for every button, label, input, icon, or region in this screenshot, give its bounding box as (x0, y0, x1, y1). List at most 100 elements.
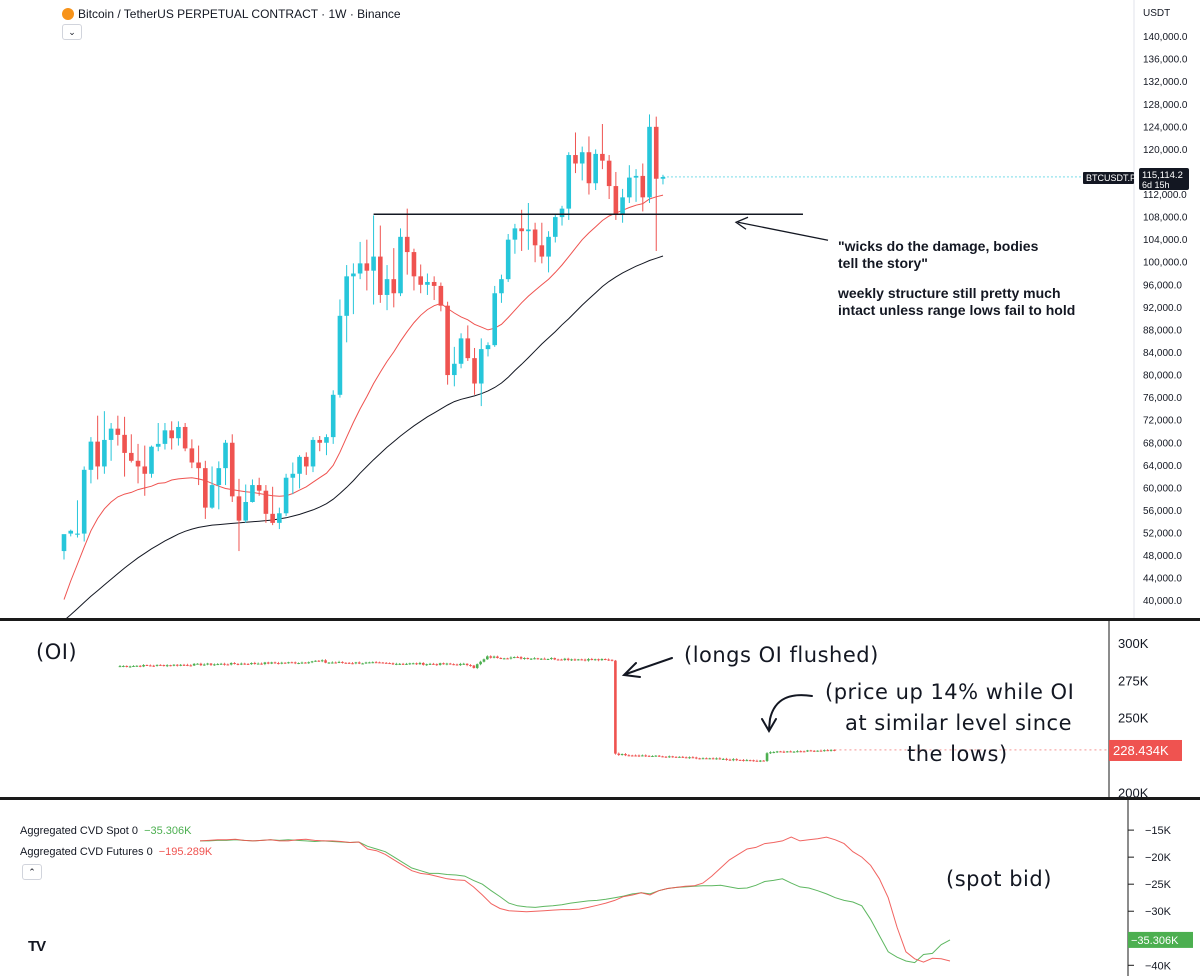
cvd-panel[interactable]: −15K−20K−25K−30K−35K−40K −35.306K Aggreg… (0, 800, 1200, 976)
open-interest-svg[interactable]: 300K 275K 250K 200K 228.434K (0, 621, 1200, 797)
price-tick-label: 80,000.0 (1143, 371, 1182, 382)
oi-candle-body (159, 664, 162, 666)
price-candle-body (229, 442, 235, 497)
price-tick-label: 128,000.0 (1143, 100, 1188, 111)
price-tick-label: 92,000.0 (1143, 303, 1182, 314)
oi-candle-body (506, 658, 509, 660)
oi-candle-body (590, 659, 594, 661)
price-candle-body (579, 152, 585, 164)
cvd-futures-legend[interactable]: Aggregated CVD Futures 0 −195.289K (20, 846, 212, 858)
price-candles[interactable] (61, 114, 666, 560)
oi-candle-body (600, 658, 604, 661)
oi-candle-body (361, 663, 364, 665)
price-candle-body (600, 153, 605, 161)
oi-candle-body (742, 759, 745, 761)
oi-candle-body (546, 658, 550, 660)
oi-axis[interactable]: 300K 275K 250K 200K (1108, 621, 1149, 797)
oi-candle-body (765, 753, 769, 761)
oi-candle-body (125, 665, 129, 667)
price-tick-label: 84,000.0 (1143, 348, 1182, 359)
cvd-last-tag: −35.306K (1131, 935, 1179, 947)
oi-candle-body (698, 758, 701, 760)
oi-candle-body (644, 755, 648, 757)
oi-flushed-note: (longs OI flushed) (684, 643, 879, 667)
oi-candle-body (341, 661, 344, 663)
collapse-cvd-legend-button[interactable]: ⌃ (22, 864, 42, 880)
collapse-legend-button[interactable]: ⌄ (62, 24, 82, 40)
cvd-axis[interactable]: −15K−20K−25K−30K−35K−40K (1127, 800, 1172, 976)
price-candle-body (297, 456, 302, 474)
cvd-spot-line (200, 839, 951, 964)
price-candle-body (196, 462, 201, 469)
price-candle-body (505, 239, 511, 280)
price-candle-body (613, 186, 619, 215)
currency-label[interactable]: USDT (1143, 8, 1171, 19)
oi-candle-body (432, 663, 435, 665)
oi-candle-body (630, 755, 634, 757)
oi-candle-body (128, 666, 132, 668)
oi-candle-body (149, 665, 152, 667)
oi-candle-body (502, 658, 506, 660)
oi-last-tag: 228.434K (1113, 743, 1169, 758)
oi-candle-body (833, 749, 836, 751)
oi-candle-body (438, 663, 442, 665)
price-candle-body (283, 477, 289, 514)
price-tick-label: 76,000.0 (1143, 393, 1182, 404)
oi-candle-body (172, 664, 176, 666)
oi-candle-body (428, 663, 432, 665)
price-candle-body (640, 175, 646, 198)
price-axis[interactable]: 40,000.0 44,000.0 48,000.0 52,000.0 56,000.0… (1133, 0, 1188, 618)
oi-candle-body (806, 750, 809, 752)
price-tick-label: 88,000.0 (1143, 325, 1182, 336)
cvd-lines[interactable]: −35.306K (199, 836, 1193, 964)
price-candle-body (149, 446, 154, 474)
panel-divider[interactable] (0, 797, 1200, 800)
price-candle-body (203, 468, 208, 508)
panel-divider[interactable] (0, 618, 1200, 621)
tradingview-logo-icon[interactable]: TV (28, 938, 46, 955)
oi-candle-body (371, 662, 375, 664)
oi-candle-body (408, 663, 412, 665)
price-chart-panel[interactable]: 40,000.0 44,000.0 48,000.0 52,000.0 56,000.0… (0, 0, 1200, 618)
structure-note: weekly structure still pretty much intac… (838, 285, 1075, 319)
oi-candle-body (529, 658, 533, 660)
oi-candle-body (539, 658, 543, 660)
cvd-svg[interactable]: −15K−20K−25K−30K−35K−40K −35.306K (0, 800, 1200, 976)
price-tick-label: 60,000.0 (1143, 483, 1182, 494)
oi-candle-body (499, 658, 503, 660)
price-candle-body (102, 439, 107, 467)
oi-candle-body (398, 663, 402, 665)
oi-candle-body (189, 665, 193, 667)
price-candle-body (95, 441, 100, 467)
oi-candle-body (674, 756, 678, 758)
oi-candle-body (415, 663, 418, 665)
oi-candle-body (745, 760, 749, 762)
oi-candle-body (725, 758, 728, 760)
price-candle-body (256, 485, 262, 491)
oi-candle-body (455, 664, 459, 666)
symbol-title[interactable]: Bitcoin / TetherUS PERPETUAL CONTRACT · … (62, 7, 401, 21)
quote-line-2: tell the story" (838, 255, 928, 271)
oi-candle-body (290, 662, 294, 664)
oi-candles[interactable] (118, 655, 836, 763)
oi-candle-body (694, 757, 698, 759)
price-chart-svg[interactable]: 40,000.0 44,000.0 48,000.0 52,000.0 56,000.0… (0, 0, 1200, 618)
cvd-spot-value: −35.306K (144, 825, 192, 837)
price-candle-body (182, 426, 188, 449)
cvd-spot-legend[interactable]: Aggregated CVD Spot 0 −35.306K (20, 825, 192, 837)
oi-candle-body (445, 663, 449, 665)
price-tick-label: 48,000.0 (1143, 551, 1182, 562)
price-candle-body (364, 263, 370, 271)
price-candle-body (317, 439, 323, 443)
price-candle-body (606, 160, 612, 187)
price-candle-body (223, 442, 228, 469)
price-candle-body (209, 485, 215, 508)
oi-candle-body (796, 751, 799, 753)
oi-candle-body (556, 659, 560, 661)
price-candle-body (61, 534, 67, 552)
oi-candle-body (186, 664, 189, 666)
oi-candle-body (624, 754, 627, 756)
oi-candle-body (654, 755, 658, 757)
open-interest-panel[interactable]: 300K 275K 250K 200K 228.434K (OI) (longs OI… (0, 621, 1200, 797)
oi-candle-body (728, 759, 732, 761)
